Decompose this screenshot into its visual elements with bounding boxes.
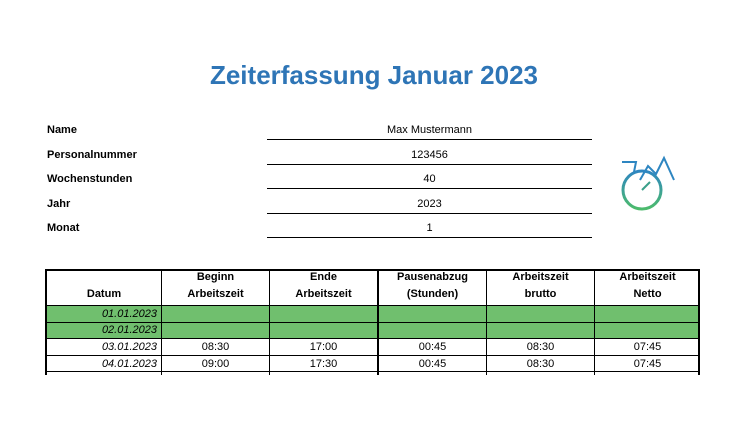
header-text: Arbeitszeit [187,288,244,300]
info-value: Max Mustermann [267,124,592,140]
table-cell: 08:30 [162,339,270,356]
table-cell-cut [162,372,270,375]
table-cell [379,322,487,340]
table-cell: 00:45 [379,339,487,356]
table-cell-cut [270,372,379,375]
header-cell: Arbeitszeit brutto [487,271,595,306]
header-cell: Beginn Arbeitszeit [162,271,270,306]
header-text: Pausenabzug [397,271,468,283]
table-cell: 08:30 [487,339,595,356]
info-label: Jahr [47,197,71,210]
header-cell: Datum [47,271,162,306]
header-text: Datum [86,288,122,300]
table-cell-cut [487,372,595,375]
info-label: Monat [47,222,80,235]
table-cell [595,306,698,323]
info-value: 1 [267,222,592,239]
table-cell [487,306,595,323]
table-cell: 03.01.2023 [47,339,162,356]
table-cell [270,306,379,323]
header-text: (Stunden) [406,288,459,300]
header-text: Beginn [196,271,235,283]
table-cell-cut [47,372,162,375]
table-cell-cut [595,372,698,375]
info-label: Name [47,124,77,136]
table-cell: 08:30 [487,355,595,373]
table-cell [487,322,595,340]
table-cell [162,322,270,340]
header-cell: Ende Arbeitszeit [270,271,379,306]
table-cell: 17:30 [270,355,379,373]
title: Zeiterfassung Januar 2023 [209,60,539,90]
header-text: Arbeitszeit [619,271,676,283]
logo [621,155,675,211]
table-cell-cut [379,372,487,375]
table-cell: 09:00 [162,355,270,373]
header-cell: Arbeitszeit Netto [595,271,698,306]
info-value: 2023 [267,198,592,214]
table: Datum Beginn Arbeitszeit Ende Arbeitszeit Pau… [45,269,700,375]
table-cell: 02.01.2023 [47,322,162,340]
header-text: Arbeitszeit [512,271,569,283]
table-cell: 07:45 [595,339,698,356]
table-cell [379,306,487,323]
header-text: Ende [310,271,337,283]
table-cell: 00:45 [379,355,487,373]
header-text: Arbeitszeit [295,288,352,300]
header-text: brutto [524,288,557,300]
header-cell: Pausenabzug (Stunden) [379,271,487,306]
header-text: Netto [633,288,662,300]
table-cell: 17:00 [270,339,379,356]
info-label: Personalnummer [47,148,137,161]
table-cell [595,322,698,340]
info-label: Wochenstunden [47,173,133,186]
table-cell: 01.01.2023 [47,306,162,323]
table-cell: 04.01.2023 [47,355,162,373]
table-cell [270,322,379,340]
info-value: 123456 [267,149,592,165]
table-cell [162,306,270,323]
info-value: 40 [267,173,592,190]
table-cell: 07:45 [595,355,698,373]
